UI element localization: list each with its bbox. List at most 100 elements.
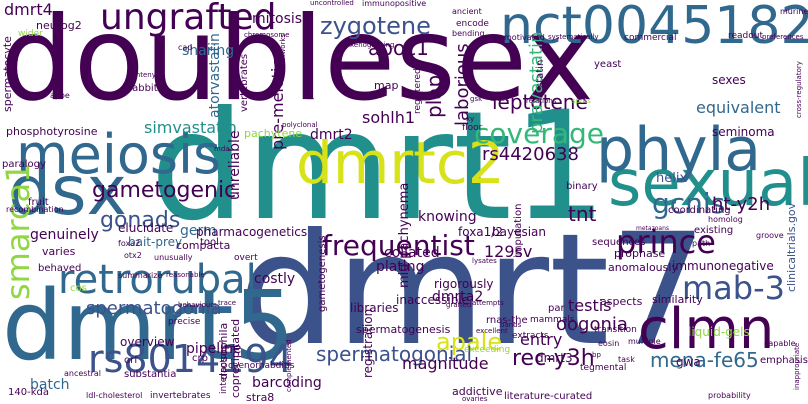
word-prophase: prophase bbox=[614, 247, 666, 260]
word-imputation: imputation bbox=[513, 203, 524, 258]
word-sohlh1: sohlh1 bbox=[362, 108, 416, 127]
word-helix: helix bbox=[656, 171, 688, 186]
word-plap: plap bbox=[422, 74, 446, 118]
word-ungrafted: ungrafted bbox=[100, 0, 277, 38]
word-tegmental: tegmental bbox=[580, 363, 627, 373]
word-dmrt4: dmrt4 bbox=[4, 0, 53, 19]
word-invertebrates: invertebrates bbox=[150, 391, 211, 401]
word-polyclonal: polyclonal bbox=[282, 121, 318, 129]
word-cross-regulatory: cross-regulatory bbox=[795, 61, 803, 118]
word-frequentist: frequentist bbox=[322, 229, 475, 262]
word-dmrt7: dmrt7 bbox=[238, 201, 708, 380]
word-caenorhabditis: caenorhabditis bbox=[228, 361, 295, 371]
word-tool: tool bbox=[200, 237, 219, 248]
word-140-kda: 140-kda bbox=[8, 387, 49, 398]
word-mid-pachynema: mid-pachynema bbox=[397, 182, 412, 288]
word-unreliable: unreliable bbox=[227, 130, 243, 200]
word-capable: capable bbox=[764, 339, 796, 348]
word-spots: spots bbox=[572, 97, 591, 105]
word-gametogenesis: gametogenesis bbox=[317, 235, 328, 312]
word-excellent: excellent bbox=[476, 327, 508, 335]
word-batch: batch bbox=[30, 377, 70, 393]
word-compacta: compacta bbox=[176, 239, 231, 252]
word-existing: existing bbox=[694, 225, 734, 236]
word-gcnis: gcnis bbox=[652, 187, 726, 220]
word-bending: bending bbox=[452, 29, 485, 38]
word-phosphotyrosine: phosphotyrosine bbox=[6, 125, 98, 138]
word-foxa2: foxa2 bbox=[118, 239, 141, 248]
word-summarize: summarize bbox=[118, 271, 163, 280]
word-mda: mda bbox=[214, 145, 230, 153]
word-dmrt1: dmrt1 bbox=[150, 80, 608, 254]
word-transition: transition bbox=[594, 325, 637, 335]
word-unusually: unusually bbox=[154, 253, 193, 262]
word-dmrt2: dmrt2 bbox=[310, 127, 353, 143]
word-spermatogonial: spermatogonial bbox=[316, 342, 473, 366]
word-overview: overview bbox=[120, 335, 175, 349]
word-rabbit: rabbit bbox=[128, 83, 158, 94]
word-oogonia: oogonia bbox=[556, 314, 628, 335]
word-inappropriate: inappropriate bbox=[793, 342, 801, 390]
word-aspects: aspects bbox=[600, 295, 643, 308]
word-lysates: lysates bbox=[472, 257, 497, 265]
word-sequences: sequences bbox=[592, 237, 646, 248]
word-orf: orf bbox=[124, 355, 138, 366]
word-exceeding: exceeding bbox=[464, 345, 511, 355]
word-dmrta2: dmrta2 bbox=[432, 289, 484, 305]
word-bayesian: bayesian bbox=[492, 225, 546, 239]
word-extracts: extracts bbox=[512, 331, 549, 341]
word-mena-fe65: mena-fe65 bbox=[650, 348, 759, 372]
word-zygotene: zygotene bbox=[320, 12, 431, 40]
word-sexes: sexes bbox=[712, 73, 746, 87]
word-elucidate: elucidate bbox=[118, 221, 174, 235]
word-reasonable: reasonable bbox=[166, 271, 205, 279]
word-coverage: coverage bbox=[474, 117, 604, 150]
word-gametogenic: gametogenic bbox=[92, 178, 237, 203]
word-dmrtc2: dmrtc2 bbox=[296, 129, 505, 197]
word-fruit: fruit bbox=[28, 197, 49, 208]
word-wider: wider bbox=[18, 29, 43, 39]
word-entry: entry bbox=[520, 330, 563, 349]
word-germ: germ bbox=[180, 223, 217, 239]
word-probability: probability bbox=[708, 391, 751, 400]
word-apoe: apoe bbox=[50, 91, 70, 100]
word-recombination: recombination bbox=[6, 205, 64, 214]
word-motivated: motivated bbox=[504, 33, 545, 42]
word-sharing: sharing bbox=[182, 43, 235, 59]
word-literature-curated: literature-curated bbox=[504, 391, 593, 402]
word-bait-prey: bait-prey bbox=[128, 235, 183, 249]
word-bands: bands bbox=[500, 321, 522, 329]
word-uncontrolled: uncontrolled bbox=[310, 0, 354, 7]
word-rigorously: rigorously bbox=[434, 277, 494, 291]
word-dsx: dsx bbox=[8, 152, 127, 231]
word-paralogy: paralogy bbox=[2, 159, 46, 170]
word-pipeline: pipeline bbox=[186, 341, 242, 357]
word-presomitic: presomitic bbox=[305, 52, 315, 100]
word-dmrt3: dmrt3 bbox=[536, 351, 573, 365]
word-ht-y2h: ht-y2h bbox=[712, 194, 771, 215]
word-overt: overt bbox=[234, 253, 258, 263]
word-pharmacogenetics: pharmacogenetics bbox=[196, 225, 308, 239]
word-apale: apale bbox=[436, 328, 503, 356]
word-varies: varies bbox=[42, 245, 76, 258]
word-map: map bbox=[374, 79, 399, 92]
word-networks: networks bbox=[279, 33, 287, 66]
word-groove: groove bbox=[756, 231, 784, 240]
word-immunonegative: immunonegative bbox=[672, 259, 774, 273]
word-path: path bbox=[692, 239, 711, 248]
word-xy: xy bbox=[466, 115, 475, 123]
word-murine: murine bbox=[780, 7, 808, 16]
word-gsk: gsk bbox=[470, 95, 483, 103]
word-binary: binary bbox=[566, 181, 598, 192]
word-libraries: libraries bbox=[350, 301, 399, 315]
word-seminoma: seminoma bbox=[712, 125, 775, 139]
word-barcoding: barcoding bbox=[252, 375, 322, 391]
word-costly: costly bbox=[254, 271, 296, 287]
word-anomalously: anomalously bbox=[608, 261, 678, 274]
word-crp: crp bbox=[192, 353, 208, 364]
word-ancient: ancient bbox=[452, 7, 482, 16]
word-complemented: complemented bbox=[285, 339, 293, 392]
word-floor: floor bbox=[462, 123, 483, 133]
word-clmn: clmn bbox=[638, 297, 775, 362]
word-spermatogonia: spermatogonia bbox=[86, 298, 222, 319]
